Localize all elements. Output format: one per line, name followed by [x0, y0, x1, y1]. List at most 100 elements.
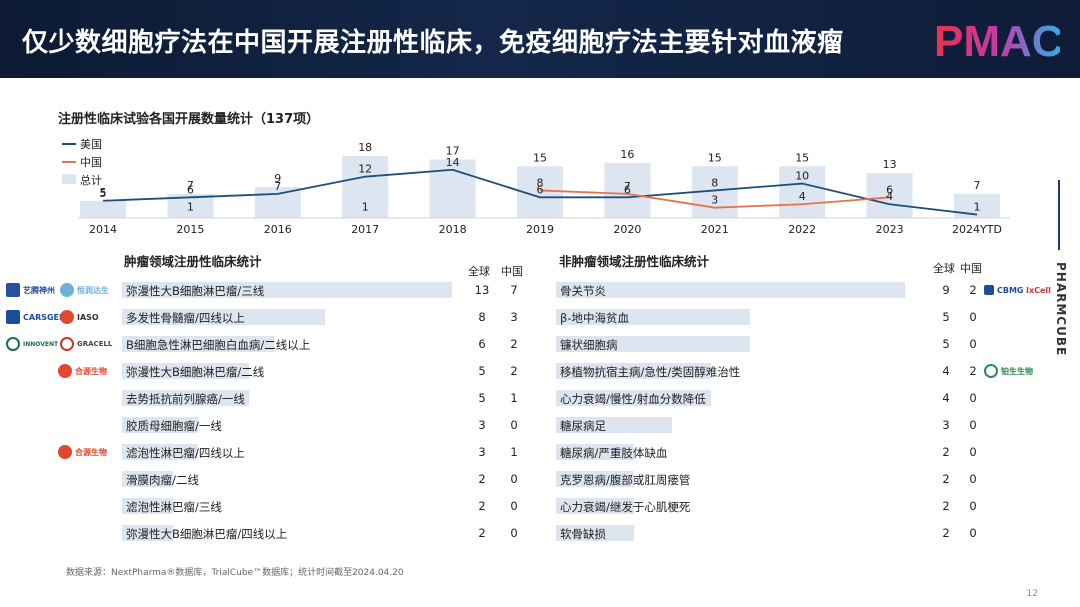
- row-label: 心力衰竭/慢性/射血分数降低: [560, 392, 706, 406]
- table-row: 糖尿病/严重肢体缺血 2 0: [556, 443, 983, 461]
- global-count-bar: [556, 309, 750, 325]
- company-logo-text: GRACELL: [77, 340, 113, 348]
- china-series-line: [539, 189, 890, 209]
- company-logo-mark: [6, 337, 20, 351]
- page-number: 12: [1026, 589, 1038, 599]
- company-logo-mark: [58, 445, 72, 459]
- global-count: 2: [478, 472, 486, 486]
- legend-total-label: 总计: [80, 173, 102, 187]
- row-label: 滤泡性淋巴瘤/三线: [126, 500, 222, 514]
- company-logo-mark: [60, 310, 74, 324]
- table-row: B细胞急性淋巴细胞白血病/二线以上 6 2: [122, 335, 524, 353]
- total-value-label: 15: [708, 151, 722, 164]
- china-count: 0: [510, 472, 518, 486]
- global-count: 8: [478, 310, 486, 324]
- china-count: 2: [510, 337, 518, 351]
- us-series-line: [102, 168, 978, 216]
- company-logo-heyuan: 合源生物: [58, 362, 107, 380]
- x-tick-label: 2024YTD: [952, 223, 1002, 236]
- company-logo-hengrun: 恒润达生: [60, 281, 109, 299]
- global-count: 4: [942, 364, 950, 378]
- table-row: 去势抵抗前列腺癌/一线 5 1: [122, 389, 524, 407]
- row-label: 心力衰竭/继发于心肌梗死: [560, 500, 691, 514]
- china-count: 0: [510, 499, 518, 513]
- us-value-label: 1: [974, 201, 981, 214]
- china-count: 0: [969, 418, 977, 432]
- us-value-label: 6: [537, 183, 544, 196]
- china-value-label: 4: [799, 190, 806, 203]
- table-row: 糖尿病足 3 0: [556, 416, 983, 434]
- global-count-bar: [122, 444, 199, 460]
- us-value-label: 8: [711, 176, 718, 189]
- non-oncology-col-china: 中国: [960, 262, 982, 275]
- company-logo-mark: [984, 364, 998, 378]
- total-value-label: 15: [795, 151, 809, 164]
- company-logo-mark: [60, 337, 74, 351]
- global-count: 2: [942, 526, 950, 540]
- global-count: 3: [478, 445, 486, 459]
- x-tick-label: 2017: [351, 223, 379, 236]
- total-bar: [342, 156, 389, 218]
- global-count: 5: [942, 310, 950, 324]
- us-value-label: 12: [358, 163, 372, 176]
- china-value-label: 7: [624, 180, 631, 193]
- company-logo-mark: [6, 283, 20, 297]
- total-value-label: 15: [533, 151, 547, 164]
- table-row: 移植物抗宿主病/急性/类固醇难治性 4 2: [556, 362, 983, 380]
- global-count-bar: [122, 336, 275, 352]
- x-tick-label: 2016: [264, 223, 292, 236]
- total-value-label: 13: [883, 158, 897, 171]
- china-value-label: 6: [886, 183, 893, 196]
- table-row: 滑膜肉瘤/二线 2 0: [122, 470, 524, 488]
- global-count: 5: [942, 337, 950, 351]
- global-count-bar: [122, 417, 199, 433]
- global-count-bar: [556, 363, 712, 379]
- row-label: 去势抵抗前列腺癌/一线: [126, 392, 245, 406]
- chart-title: 注册性临床试验各国开展数量统计（137项）: [58, 112, 320, 127]
- us-value-label: 6: [187, 183, 194, 196]
- data-source-note: 数据来源：NextPharma®数据库，TrialCube™数据库；统计时间截至…: [66, 568, 404, 578]
- global-count: 2: [942, 499, 950, 513]
- row-label: 弥漫性大B细胞淋巴瘤/二线: [126, 365, 265, 379]
- side-accent-line: [1058, 180, 1060, 250]
- legend-us-label: 美国: [80, 138, 102, 151]
- china-count: 1: [510, 445, 518, 459]
- pmac-logo: PMAC: [934, 17, 1060, 66]
- global-count: 2: [942, 472, 950, 486]
- company-logo-text: 铂生生物: [1001, 366, 1033, 376]
- china-count: 3: [510, 310, 518, 324]
- global-count: 3: [478, 418, 486, 432]
- x-tick-label: 2014: [89, 223, 117, 236]
- total-value-label: 5: [100, 186, 107, 199]
- oncology-col-global: 全球: [468, 265, 490, 278]
- company-logo-text: 恒润达生: [77, 285, 109, 295]
- china-count: 0: [969, 499, 977, 513]
- company-logo-heyuan-2: 合源生物: [58, 443, 107, 461]
- header-bar: 仅少数细胞疗法在中国开展注册性临床，免疫细胞疗法主要针对血液瘤 PMAC: [0, 0, 1080, 78]
- total-value-label: 16: [620, 148, 634, 161]
- global-count-bar: [122, 525, 173, 541]
- company-logo-text: 艺腾神州: [23, 285, 55, 295]
- company-logo-ixcell: IxCell: [1026, 281, 1051, 299]
- global-count: 5: [478, 364, 486, 378]
- global-count-bar: [556, 282, 905, 298]
- x-tick-label: 2022: [788, 223, 816, 236]
- table-row: 骨关节炎 9 2: [556, 281, 983, 299]
- table-row: 克罗恩病/腹部或肛周瘘管 2 0: [556, 470, 983, 488]
- global-count-bar: [556, 498, 634, 514]
- row-label: 滑膜肉瘤/二线: [126, 473, 199, 487]
- table-row: 滤泡性淋巴瘤/三线 2 0: [122, 497, 524, 515]
- table-row: 心力衰竭/继发于心肌梗死 2 0: [556, 497, 983, 515]
- global-count-bar: [556, 525, 634, 541]
- china-count: 7: [510, 283, 518, 297]
- total-value-label: 7: [187, 179, 194, 192]
- china-count: 0: [510, 526, 518, 540]
- page-title: 仅少数细胞疗法在中国开展注册性临床，免疫细胞疗法主要针对血液瘤: [22, 28, 844, 58]
- row-label: 多发性骨髓瘤/四线以上: [126, 311, 245, 325]
- company-logo-text: IxCell: [1026, 285, 1051, 295]
- row-label: 糖尿病/严重肢体缺血: [560, 446, 668, 460]
- china-count: 0: [969, 472, 977, 486]
- china-count: 0: [969, 310, 977, 324]
- company-logo-text: 合源生物: [75, 366, 107, 376]
